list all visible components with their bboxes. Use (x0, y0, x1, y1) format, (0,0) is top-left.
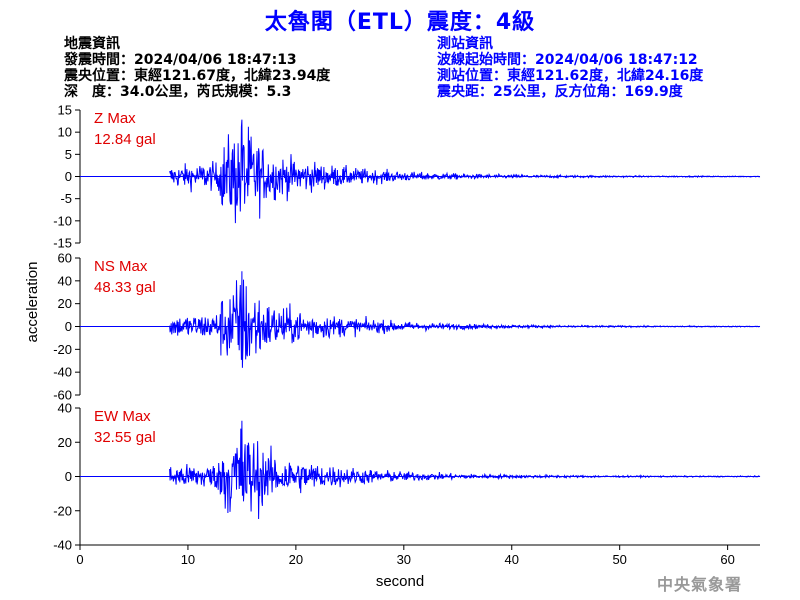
y-tick-label-ns: 20 (58, 296, 72, 311)
epicentral-distance: 震央距：25公里，反方位角：169.9度 (437, 84, 683, 100)
x-tick-label: 40 (505, 552, 519, 567)
depth-magnitude: 深 度：34.0公里，芮氏規模：5.3 (64, 84, 292, 100)
waveform-ew (169, 420, 761, 520)
earthquake-info-heading: 地震資訊 (64, 36, 120, 52)
y-tick-label-ew: 20 (58, 435, 72, 450)
y-tick-label-z: -10 (53, 213, 72, 228)
station-location: 測站位置：東經121.62度，北緯24.16度 (437, 68, 704, 84)
y-tick-label-z: 15 (58, 103, 72, 118)
waveform-ns (169, 271, 761, 368)
max-value-ew: 32.55 gal (94, 429, 156, 446)
origin-time: 發震時間：2024/04/06 18:47:13 (64, 52, 297, 68)
y-tick-label-ew: -20 (53, 503, 72, 518)
y-tick-label-z: 5 (65, 147, 72, 162)
station-info: 測站資訊 波線起始時間：2024/04/06 18:47:12 測站位置：東經1… (437, 36, 703, 100)
y-tick-label-ns: 0 (65, 319, 72, 334)
y-tick-label-z: -5 (60, 191, 72, 206)
y-axis-label: acceleration (24, 262, 41, 343)
y-tick-label-z: 0 (65, 169, 72, 184)
agency-watermark: 中央氣象署 (657, 575, 743, 594)
chart-title: 太魯閣（ETL）震度：4級 (264, 10, 536, 35)
waveform-z (169, 119, 761, 224)
y-tick-label-ew: 0 (65, 469, 72, 484)
y-tick-label-ns: 60 (58, 251, 72, 266)
y-tick-label-ns: 40 (58, 273, 72, 288)
epicenter-location: 震央位置：東經121.67度，北緯23.94度 (64, 68, 331, 84)
y-tick-label-z: -15 (53, 236, 72, 251)
waveform-start-time: 波線起始時間：2024/04/06 18:47:12 (437, 52, 698, 68)
x-tick-label: 0 (76, 552, 83, 567)
x-tick-label: 20 (289, 552, 303, 567)
y-tick-label-ew: -40 (53, 538, 72, 553)
earthquake-info: 地震資訊 發震時間：2024/04/06 18:47:13 震央位置：東經121… (64, 36, 330, 100)
station-info-heading: 測站資訊 (437, 36, 493, 52)
y-tick-label-ns: -20 (53, 342, 72, 357)
max-value-z: 12.84 gal (94, 131, 156, 148)
max-label-ew: EW Max (94, 408, 151, 425)
x-tick-label: 60 (720, 552, 734, 567)
max-label-ns: NS Max (94, 258, 148, 275)
y-tick-label-ns: -40 (53, 365, 72, 380)
x-axis-label: second (376, 573, 424, 590)
max-value-ns: 48.33 gal (94, 279, 156, 296)
max-label-z: Z Max (94, 110, 136, 127)
x-tick-label: 30 (397, 552, 411, 567)
x-tick-label: 50 (612, 552, 626, 567)
y-tick-label-ns: -60 (53, 388, 72, 403)
x-tick-label: 10 (181, 552, 195, 567)
y-tick-label-ew: 40 (58, 401, 72, 416)
y-tick-label-z: 10 (58, 125, 72, 140)
